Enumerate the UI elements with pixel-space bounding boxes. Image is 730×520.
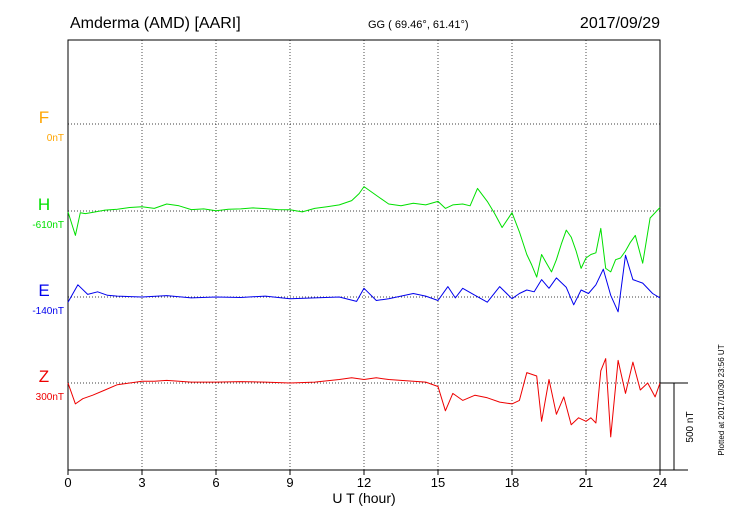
x-tick-label: 9 [286, 475, 293, 490]
coordinates-label: GG ( 69.46°, 61.41°) [368, 19, 469, 31]
component-baseline-label: 0nT [47, 133, 64, 144]
x-axis-title: U T (hour) [332, 490, 395, 506]
series-line-e [67, 254, 661, 313]
x-axis: 0 3 6 9 12 15 18 21 24 [64, 470, 667, 490]
x-tick-label: 12 [357, 475, 371, 490]
x-tick-label: 15 [431, 475, 445, 490]
plotted-note: Plotted at 2017/10/30 23:56 UT [717, 344, 726, 455]
x-tick-label: 24 [653, 475, 667, 490]
station-title: Amderma (AMD) [AARI] [70, 15, 241, 32]
scale-bar: 500 nT [660, 382, 696, 471]
component-name: H [38, 195, 50, 214]
component-baseline-label: -610nT [32, 220, 64, 231]
x-tick-label: 18 [505, 475, 519, 490]
series-line-h [67, 186, 661, 278]
component-baseline-label: -140nT [32, 306, 64, 317]
series-line-z [67, 358, 661, 438]
component-name: F [39, 108, 49, 127]
plot-frame [67, 39, 661, 471]
x-tick-label: 3 [138, 475, 145, 490]
scale-bar-label: 500 nT [685, 411, 696, 442]
grid [68, 40, 660, 470]
x-tick-label: 6 [212, 475, 219, 490]
component-baseline-label: 300nT [36, 392, 64, 403]
series-lines [67, 186, 661, 438]
component-name: Z [39, 367, 49, 386]
x-tick-label: 21 [579, 475, 593, 490]
x-tick-label: 0 [64, 475, 71, 490]
date-label: 2017/09/29 [580, 15, 660, 32]
component-name: E [38, 281, 49, 300]
component-labels: F 0nT H -610nT E -140nT Z 300nT [32, 108, 64, 403]
